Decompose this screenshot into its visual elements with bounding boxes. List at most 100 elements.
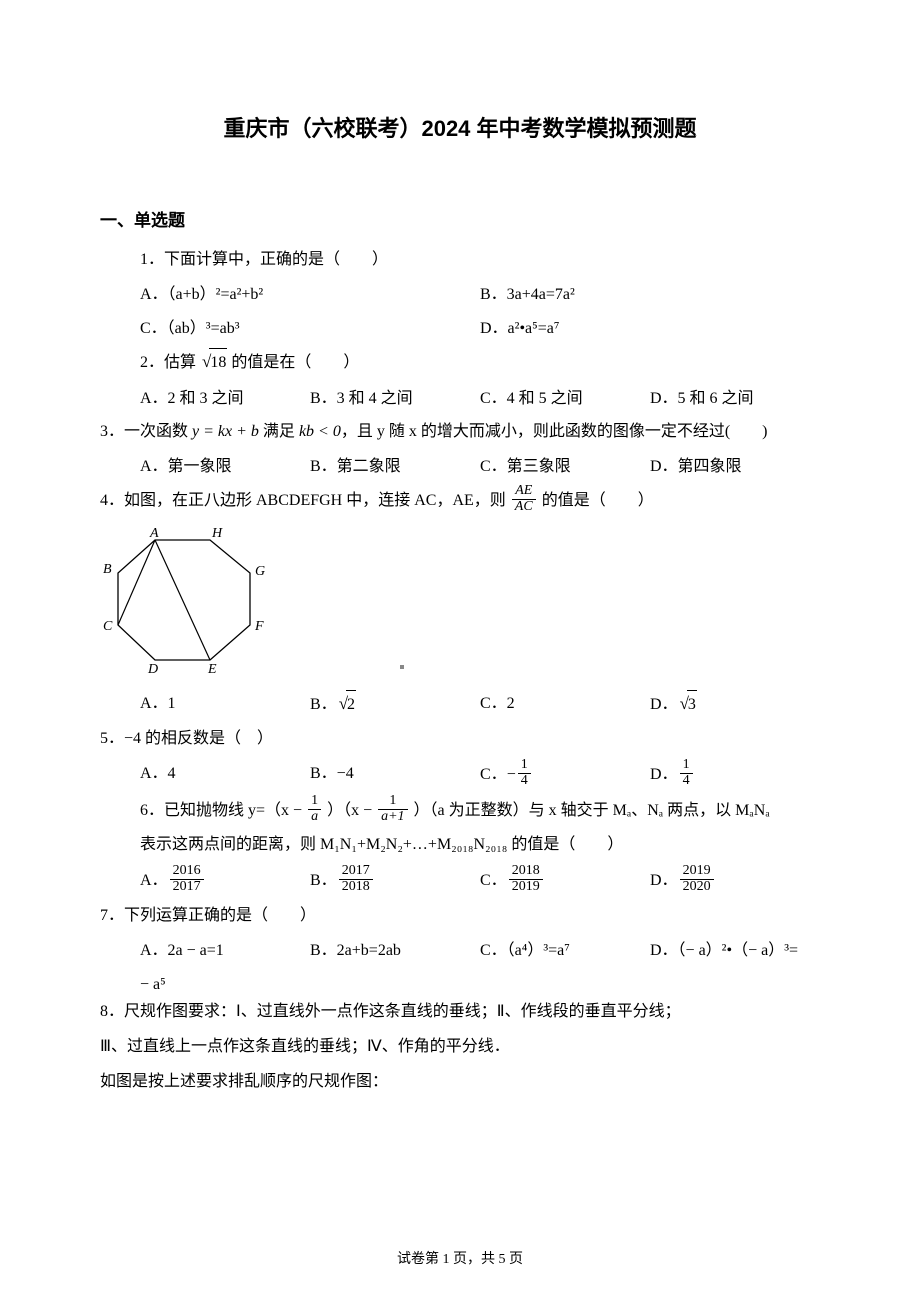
q7-options: A．2a − a=1 B．2a+b=2ab C．（a⁴）³=a⁷ D．（− a）…: [140, 937, 820, 964]
q3-stem: 3．一次函数 y = kx + b 满足 kb < 0，且 y 随 x 的增大而…: [100, 418, 820, 445]
q5-D-pre: D．: [650, 766, 678, 783]
q4-post: 的值是（ ）: [542, 492, 654, 509]
q7-optC: C．（a⁴）³=a⁷: [480, 937, 650, 964]
q4-frac-num: AE: [512, 484, 536, 500]
q7-optA: A．2a − a=1: [140, 937, 310, 964]
q6-pre: 6．已知抛物线 y=（x −: [140, 802, 302, 819]
q6-A-num: 2016: [170, 864, 204, 880]
q6-D-pre: D．: [650, 872, 678, 889]
q4-options: A．1 B． 2 C．2 D． 3: [140, 690, 820, 719]
line-AE: [155, 540, 210, 660]
q6-optC: C．20182019: [480, 866, 650, 896]
q5-C-den: 4: [518, 774, 531, 789]
label-C: C: [103, 619, 113, 634]
label-B: B: [103, 562, 112, 577]
q3-post: ，且 y 随 x 的增大而减小，则此函数的图像一定不经过( ): [341, 423, 768, 440]
q6-optA: A．20162017: [140, 866, 310, 896]
q6-f1: 1a: [308, 794, 321, 824]
label-G: G: [255, 564, 265, 579]
q3-cond: kb < 0: [299, 423, 341, 440]
q1-stem: 1．下面计算中，正确的是（ ）: [140, 246, 820, 273]
octagon-svg: A H G F E D C B: [100, 525, 270, 675]
q6-optB: B．20172018: [310, 866, 480, 896]
q2-post: 的值是在（ ）: [231, 354, 359, 371]
q4-optD-pre: D．: [650, 696, 678, 713]
q4-frac: AE AC: [512, 484, 536, 514]
q6-A-den: 2017: [170, 880, 204, 895]
q8-line1: 8．尺规作图要求：Ⅰ、过直线外一点作这条直线的垂线；Ⅱ、作线段的垂直平分线；: [100, 998, 820, 1025]
q3-optA: A．第一象限: [140, 453, 310, 480]
q4-frac-den: AC: [512, 500, 536, 515]
q5-C-neg: −: [507, 766, 516, 783]
q1-options: A．（a+b）²=a²+b² B．3a+4a=7a² C．（ab）³=ab³ D…: [140, 281, 820, 347]
q4-optD-sqrt: 3: [687, 690, 697, 718]
q5-optC: C．−14: [480, 760, 650, 790]
q4-optD: D． 3: [650, 690, 820, 719]
sqrt-icon: 2: [337, 690, 356, 719]
q7-optB: B．2a+b=2ab: [310, 937, 480, 964]
q2-optB: B．3 和 4 之间: [310, 385, 480, 412]
q3-pre: 3．一次函数: [100, 423, 192, 440]
q6-B-pre: B．: [310, 872, 337, 889]
page-marker-dot: [400, 665, 404, 669]
q2-pre: 2．估算: [140, 354, 196, 371]
q5-optB: B．−4: [310, 760, 480, 790]
q6-A-frac: 20162017: [170, 864, 204, 894]
q5-C-num: 1: [518, 758, 531, 774]
q8-line2: Ⅲ、过直线上一点作这条直线的垂线；Ⅳ、作角的平分线．: [100, 1033, 820, 1060]
q6-post1: ）（a 为正整数）与 x 轴交于 Mₐ、Nₐ 两点，以 MₐNₐ: [414, 802, 770, 819]
q2-optA: A．2 和 3 之间: [140, 385, 310, 412]
q5-optD: D．14: [650, 760, 820, 790]
q2-options: A．2 和 3 之间 B．3 和 4 之间 C．4 和 5 之间 D．5 和 6…: [140, 385, 820, 412]
q2-optC: C．4 和 5 之间: [480, 385, 650, 412]
q3-optB: B．第二象限: [310, 453, 480, 480]
q6-f2: 1a+1: [378, 794, 407, 824]
q3-optD: D．第四象限: [650, 453, 820, 480]
line-AC: [118, 540, 155, 625]
q6-A-pre: A．: [140, 872, 168, 889]
q6-C-frac: 20182019: [509, 864, 543, 894]
q1-optA: A．（a+b）²=a²+b²: [140, 281, 480, 308]
q3-optC: C．第三象限: [480, 453, 650, 480]
q1-optB: B．3a+4a=7a²: [480, 281, 820, 308]
q6-f1-den: a: [308, 810, 321, 825]
q5-C-frac: 14: [518, 758, 531, 788]
q3-eq: y = kx + b: [192, 423, 259, 440]
q6-B-frac: 20172018: [339, 864, 373, 894]
q5-D-num: 1: [680, 758, 693, 774]
q2-stem: 2．估算 18 的值是在（ ）: [140, 348, 820, 377]
q5-options: A．4 B．−4 C．−14 D．14: [140, 760, 820, 790]
q6-D-num: 2019: [680, 864, 714, 880]
q5-D-frac: 14: [680, 758, 693, 788]
q7-optD: D．（− a）²•（− a）³=: [650, 937, 820, 964]
q6-f2-den: a+1: [378, 810, 407, 825]
q4-optB-pre: B．: [310, 696, 337, 713]
q6-C-num: 2018: [509, 864, 543, 880]
q6-stem-line2: 表示这两点间的距离，则 M₁N₁+M₂N₂+…+M₂₀₁₈N₂₀₁₈ 的值是（ …: [140, 831, 820, 858]
q5-C-pre: C．: [480, 766, 507, 783]
q6-C-den: 2019: [509, 880, 543, 895]
q1-optC: C．（ab）³=ab³: [140, 315, 480, 342]
q4-optA: A．1: [140, 690, 310, 719]
page-title: 重庆市（六校联考）2024 年中考数学模拟预测题: [100, 110, 820, 147]
q4-stem: 4．如图，在正八边形 ABCDEFGH 中，连接 AC，AE，则 AE AC 的…: [100, 486, 820, 516]
label-D: D: [147, 662, 158, 675]
page-footer: 试卷第 1 页，共 5 页: [0, 1248, 920, 1272]
q2-optD: D．5 和 6 之间: [650, 385, 820, 412]
q7-stem: 7．下列运算正确的是（ ）: [100, 902, 820, 929]
q6-optD: D．20192020: [650, 866, 820, 896]
q3-options: A．第一象限 B．第二象限 C．第三象限 D．第四象限: [140, 453, 820, 480]
q6-B-num: 2017: [339, 864, 373, 880]
label-F: F: [254, 619, 264, 634]
q4-optB-sqrt: 2: [346, 690, 356, 718]
section-header: 一、单选题: [100, 207, 820, 236]
q6-f2-num: 1: [378, 794, 407, 810]
q1-optD: D．a²•a⁵=a⁷: [480, 315, 820, 342]
q6-f1-num: 1: [308, 794, 321, 810]
q6-C-pre: C．: [480, 872, 507, 889]
q4-pre: 4．如图，在正八边形 ABCDEFGH 中，连接 AC，AE，则: [100, 492, 506, 509]
q4-optC: C．2: [480, 690, 650, 719]
q6-D-frac: 20192020: [680, 864, 714, 894]
q6-mid1: ）（x −: [327, 802, 372, 819]
q3-mid: 满足: [259, 423, 299, 440]
